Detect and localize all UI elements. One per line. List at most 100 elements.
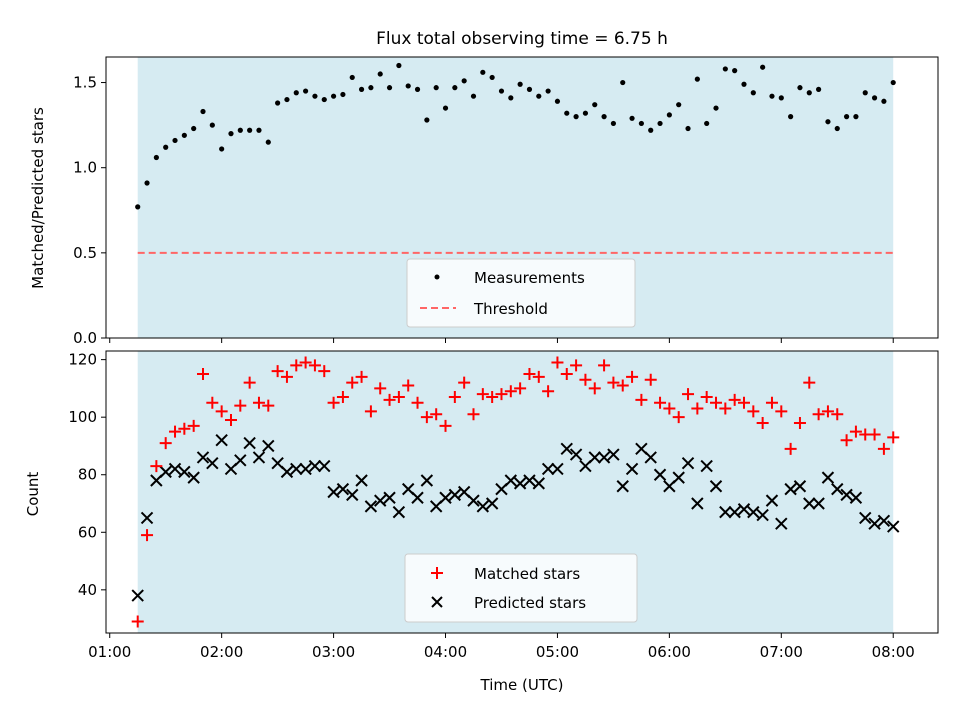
predicted-star-point xyxy=(728,505,741,519)
predicted-star-point xyxy=(588,451,601,464)
predicted-star-point xyxy=(644,451,657,464)
count-legend: Matched stars Predicted stars xyxy=(404,553,638,623)
measurements-legend-marker xyxy=(434,274,440,280)
measurement-point xyxy=(442,105,449,111)
measurement-point xyxy=(788,114,794,120)
matched-star-point xyxy=(737,396,750,409)
measurement-point xyxy=(536,93,542,99)
predicted-star-point xyxy=(243,436,256,450)
predicted-legend-label: Predicted stars xyxy=(474,594,586,612)
predicted-star-point xyxy=(849,491,863,504)
count-x-tick-label: 05:00 xyxy=(536,643,579,661)
measurement-point xyxy=(843,114,850,120)
predicted-star-point xyxy=(439,491,452,504)
measurement-point xyxy=(545,88,551,94)
predicted-star-point xyxy=(168,462,182,476)
predicted-star-point xyxy=(812,497,825,510)
ratio-y-tick-label: 1.0 xyxy=(73,159,97,177)
matched-star-point xyxy=(458,376,471,389)
predicted-star-point xyxy=(747,505,760,519)
measurement-point xyxy=(414,86,421,92)
measurement-point xyxy=(386,85,393,91)
predicted-star-point xyxy=(597,451,611,464)
measurement-point xyxy=(340,91,346,98)
predicted-star-point xyxy=(392,505,406,519)
matched-star-point xyxy=(514,382,527,395)
matched-star-point xyxy=(803,376,816,389)
predicted-star-point xyxy=(784,482,797,496)
measurement-point xyxy=(620,79,626,86)
predicted-star-point xyxy=(719,505,732,519)
predicted-star-point xyxy=(383,491,396,504)
ratio-panel: 0.0 0.5 1.0 1.5 Matched/Predicted stars Mea… xyxy=(29,56,939,347)
predicted-star-point xyxy=(308,459,322,473)
matched-star-point xyxy=(383,393,396,406)
predicted-star-point xyxy=(215,433,228,447)
matched-star-point xyxy=(327,396,340,409)
matched-star-point xyxy=(271,365,284,378)
measurement-point xyxy=(256,127,262,133)
time-x-axis-label: Time (UTC) xyxy=(480,676,564,694)
matched-star-point xyxy=(710,396,723,409)
matched-star-point xyxy=(252,396,265,409)
measurement-point xyxy=(191,125,197,132)
measurement-point xyxy=(722,66,728,72)
measurement-point xyxy=(219,146,225,152)
measurement-point xyxy=(163,144,169,150)
predicted-star-point xyxy=(821,471,835,484)
measurements-legend-label: Measurements xyxy=(474,269,585,287)
count-x-tick-label: 04:00 xyxy=(424,643,467,661)
predicted-star-point xyxy=(299,462,312,476)
count-x-tick-label: 03:00 xyxy=(312,643,355,661)
matched-star-point xyxy=(234,399,247,412)
measurement-point xyxy=(396,62,402,69)
matched-star-point xyxy=(290,359,303,372)
matched-legend-label: Matched stars xyxy=(474,565,580,583)
measurement-point xyxy=(526,86,533,92)
measurement-point xyxy=(638,120,644,127)
measurement-point xyxy=(470,93,477,99)
matched-star-point xyxy=(187,419,200,432)
matched-star-point xyxy=(616,379,629,392)
matched-star-point xyxy=(448,391,461,404)
predicted-star-point xyxy=(513,477,527,490)
measurement-point xyxy=(685,125,691,132)
matched-star-point xyxy=(411,396,424,409)
count-panel: 40 60 80 100 120 01:00 02:00 03:00 04:00 05:00 06… xyxy=(24,350,939,694)
measurement-point xyxy=(657,120,663,127)
matched-star-point xyxy=(654,396,667,409)
matched-star-point xyxy=(178,422,191,435)
predicted-star-point xyxy=(831,482,844,496)
predicted-star-point xyxy=(672,471,685,484)
matched-star-point xyxy=(840,434,853,447)
ratio-y-tick-label: 0.0 xyxy=(73,329,97,347)
predicted-star-point xyxy=(840,488,853,502)
measurement-point xyxy=(153,154,159,161)
measurement-point xyxy=(797,85,803,91)
predicted-star-point xyxy=(765,494,779,507)
predicted-star-point xyxy=(569,448,583,461)
measurement-point xyxy=(247,127,253,133)
measurement-point xyxy=(312,93,318,99)
measurement-point xyxy=(881,98,887,104)
predicted-star-point xyxy=(448,488,462,502)
matched-star-point xyxy=(551,356,564,369)
matched-star-point xyxy=(346,376,359,389)
predicted-star-point xyxy=(877,514,891,527)
predicted-star-point xyxy=(262,439,275,453)
ratio-legend: Measurements Threshold xyxy=(406,258,636,328)
predicted-star-point xyxy=(793,480,807,493)
matched-star-point xyxy=(355,370,368,383)
measurement-point xyxy=(368,85,374,91)
measurement-point xyxy=(648,127,654,133)
measurement-point xyxy=(228,131,234,137)
measurement-point xyxy=(377,71,383,77)
matched-star-point xyxy=(626,370,639,383)
measurement-point xyxy=(760,64,766,70)
predicted-star-point xyxy=(280,465,294,479)
count-x-tick-label: 08:00 xyxy=(872,643,915,661)
matched-star-point xyxy=(887,431,900,444)
matched-star-point xyxy=(877,442,890,455)
predicted-star-point xyxy=(737,503,751,516)
count-x-tick-label: 06:00 xyxy=(648,643,691,661)
